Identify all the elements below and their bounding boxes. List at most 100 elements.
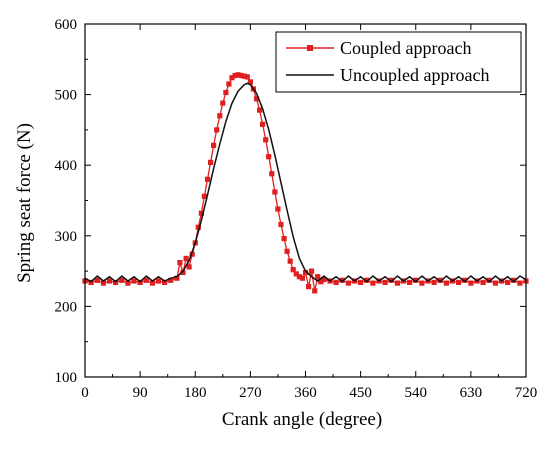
y-tick-label: 500 xyxy=(55,88,78,104)
data-point-coupled xyxy=(296,274,302,280)
data-point-coupled xyxy=(94,277,100,283)
legend: Coupled approach Uncoupled approach xyxy=(275,31,522,93)
data-point-coupled xyxy=(299,275,305,281)
data-point-coupled xyxy=(443,280,449,286)
legend-marker-coupled xyxy=(307,45,313,51)
data-point-coupled xyxy=(266,154,272,160)
data-point-coupled xyxy=(263,137,269,143)
data-point-coupled xyxy=(162,279,168,285)
y-tick-label: 200 xyxy=(55,299,78,315)
legend-label-uncoupled: Uncoupled approach xyxy=(340,65,489,85)
data-point-coupled xyxy=(413,277,419,283)
data-point-coupled xyxy=(407,279,413,285)
data-point-coupled xyxy=(253,96,260,102)
data-point-coupled xyxy=(275,206,281,212)
x-tick-label: 270 xyxy=(239,385,262,401)
data-point-coupled xyxy=(204,176,211,182)
data-point-coupled xyxy=(431,279,437,285)
data-point-coupled xyxy=(214,127,220,133)
data-point-coupled xyxy=(247,79,253,85)
data-point-coupled xyxy=(125,280,131,286)
data-point-coupled xyxy=(419,280,425,286)
data-point-coupled xyxy=(155,278,162,284)
data-point-coupled xyxy=(456,279,462,285)
data-point-coupled xyxy=(492,280,498,286)
y-tick-label: 600 xyxy=(55,17,78,33)
x-tick-label: 630 xyxy=(460,385,483,401)
data-point-coupled xyxy=(174,275,180,281)
data-point-coupled xyxy=(511,277,517,283)
legend-label-coupled: Coupled approach xyxy=(340,38,471,58)
y-tick-label: 400 xyxy=(55,158,78,174)
data-point-coupled xyxy=(260,121,266,127)
data-point-coupled xyxy=(244,74,250,80)
data-point-coupled xyxy=(183,255,189,261)
series-line-coupled xyxy=(84,74,527,292)
data-point-coupled xyxy=(143,277,149,283)
legend-box xyxy=(275,31,522,93)
x-tick-label: 90 xyxy=(133,385,148,401)
data-point-coupled xyxy=(302,269,309,276)
data-point-coupled xyxy=(186,264,192,270)
data-point-coupled xyxy=(345,280,351,286)
series-line-uncoupled xyxy=(84,82,527,283)
data-point-coupled xyxy=(257,107,263,113)
x-tick-label: 180 xyxy=(184,385,207,401)
data-point-coupled xyxy=(388,277,394,283)
data-point-coupled xyxy=(278,221,284,228)
data-point-coupled xyxy=(364,277,370,283)
data-point-coupled xyxy=(100,280,106,286)
data-point-coupled xyxy=(517,280,523,286)
data-point-coupled xyxy=(198,210,204,216)
x-axis-label: Crank angle (degree) xyxy=(222,409,382,430)
data-point-coupled xyxy=(208,159,214,165)
data-point-coupled xyxy=(480,279,486,285)
x-tick-label: 450 xyxy=(349,385,372,401)
axis-ticks: 0 90 180 270 360 450 540 630 720 100 200 300 400 500 6… xyxy=(55,17,538,401)
data-point-coupled xyxy=(370,280,376,286)
x-tick-label: 0 xyxy=(81,385,89,401)
data-point-coupled xyxy=(241,73,247,79)
data-point-coupled xyxy=(333,279,339,285)
data-point-coupled xyxy=(177,260,183,266)
x-tick-label: 540 xyxy=(405,385,428,401)
data-point-coupled xyxy=(468,280,474,286)
data-point-coupled xyxy=(358,279,364,285)
data-point-coupled xyxy=(168,277,174,283)
x-tick-label: 360 xyxy=(294,385,317,401)
data-point-coupled xyxy=(217,113,223,119)
y-tick-label: 300 xyxy=(55,229,78,245)
data-point-coupled xyxy=(339,277,345,283)
data-point-coupled xyxy=(284,248,290,254)
data-point-coupled xyxy=(394,280,400,286)
data-point-coupled xyxy=(223,89,229,96)
data-point-coupled xyxy=(238,72,244,79)
data-point-coupled xyxy=(309,268,315,274)
data-point-coupled xyxy=(281,236,287,242)
data-point-coupled xyxy=(318,279,324,285)
data-point-coupled xyxy=(293,271,299,277)
data-point-coupled xyxy=(149,280,155,286)
data-point-coupled xyxy=(235,72,241,78)
data-point-coupled xyxy=(306,284,312,290)
data-point-coupled xyxy=(211,142,217,148)
data-point-coupled xyxy=(382,279,388,285)
data-point-coupled xyxy=(119,277,125,283)
data-point-coupled xyxy=(131,278,137,284)
data-point-coupled xyxy=(486,277,492,283)
data-point-coupled xyxy=(220,100,226,106)
plot-area xyxy=(82,72,529,294)
data-point-coupled xyxy=(201,193,207,199)
y-axis-label: Spring seat force (N) xyxy=(14,123,35,283)
data-point-coupled xyxy=(226,81,232,87)
data-point-coupled xyxy=(269,171,275,177)
data-point-coupled xyxy=(321,277,327,283)
data-point-coupled xyxy=(290,267,296,273)
data-point-coupled xyxy=(505,279,511,285)
data-point-coupled xyxy=(229,75,235,81)
data-point-coupled xyxy=(315,274,321,280)
data-point-coupled xyxy=(189,251,195,257)
x-tick-label: 720 xyxy=(515,385,538,401)
